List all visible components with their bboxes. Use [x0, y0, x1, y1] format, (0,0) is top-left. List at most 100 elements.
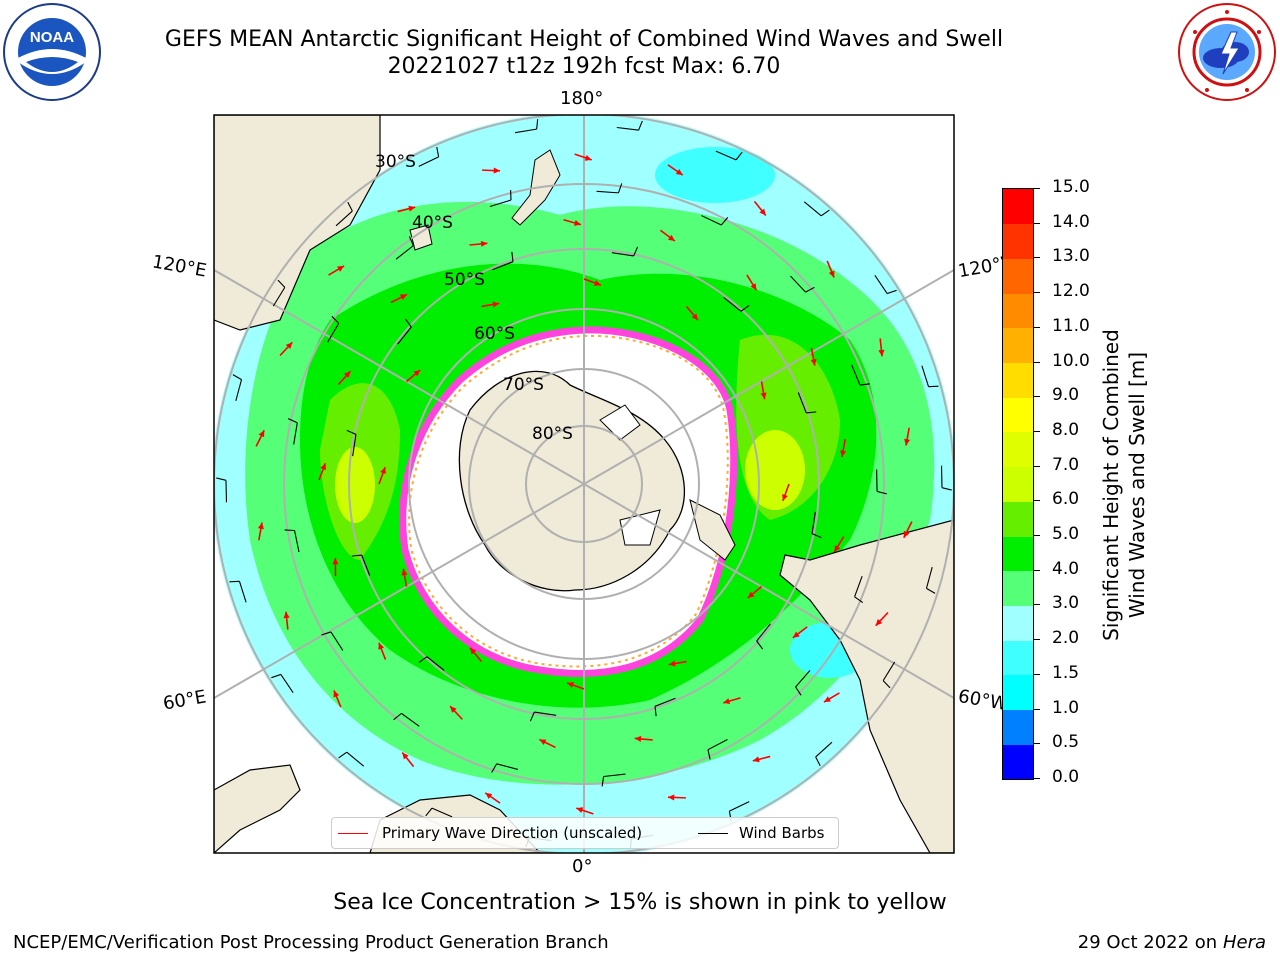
wind-barb-feather: [284, 529, 295, 532]
wave-arrow-head: [333, 690, 340, 698]
wind-barb-shaft: [352, 434, 357, 457]
wind-barbs: [216, 119, 952, 849]
colorbar-tick-label: 9.0: [1052, 385, 1080, 406]
colorbar-tick: [1034, 326, 1040, 328]
wind-barb-shaft: [654, 697, 676, 707]
wave-arrow-head: [759, 208, 766, 216]
wind-barb-shaft: [514, 128, 537, 134]
colorbar-segment: [1003, 189, 1033, 225]
colorbar-segment: [1003, 536, 1033, 572]
wind-barb-feather: [795, 686, 802, 696]
colorbar-tick-label: 8.0: [1052, 419, 1080, 440]
wind-barb-feather: [617, 183, 623, 194]
wave-arrow-head: [320, 463, 327, 471]
wave-arrow-head: [878, 349, 885, 357]
wave-arrow-head: [810, 358, 817, 366]
colorbar-segment: [1003, 605, 1033, 641]
wind-barb-feather: [735, 151, 743, 161]
wave-arrow-head: [493, 167, 501, 174]
colorbar-segment: [1003, 431, 1033, 468]
colorbar-segment: [1003, 258, 1033, 294]
colorbar-segment: [1003, 223, 1033, 259]
map-legend: Primary Wave Direction (unscaled) Wind B…: [331, 817, 839, 849]
footer-credit: NCEP/EMC/Verification Post Processing Pr…: [13, 932, 609, 953]
wind-barb-feather: [408, 236, 414, 246]
colorbar-tick-label: 0.0: [1052, 767, 1080, 787]
wind-barb-feather: [805, 286, 815, 293]
lat-label-80s: 80°S: [532, 424, 573, 444]
wave-arrow-head: [332, 557, 339, 565]
nws-logo: [1178, 3, 1276, 101]
colorbar-tick: [1034, 778, 1040, 779]
colorbar-tick-label: 3.0: [1052, 593, 1080, 614]
wind-barb-feather: [638, 120, 643, 131]
wind-barb-feather: [425, 807, 433, 817]
colorbar: [1002, 188, 1034, 780]
meridian-120e: [214, 269, 585, 485]
wave-field-6m-west: [335, 447, 375, 523]
colorbar-segment: [1003, 674, 1033, 711]
wind-barb-shaft: [874, 274, 888, 294]
wave-arrow-head: [450, 706, 457, 713]
wave-arrow-head: [378, 642, 385, 650]
meridian-120w: [583, 269, 954, 485]
wind-barb-feather: [859, 383, 870, 386]
wave-direction-arrows: [255, 153, 913, 815]
wind-barb-feather: [491, 763, 498, 773]
wind-barb-shaft: [715, 150, 737, 161]
wind-barb-feather: [232, 374, 242, 381]
legend-wind-label: Wind Barbs: [739, 824, 825, 842]
wave-arrow-head: [283, 611, 290, 619]
wind-barb-feather: [806, 411, 817, 414]
wind-barb-shaft: [395, 245, 414, 260]
australia-landmass: [214, 115, 381, 331]
wind-barb-shaft: [811, 511, 816, 534]
graticule: [214, 115, 954, 853]
colorbar-tick: [1034, 743, 1040, 745]
wind-barb-shaft: [235, 379, 243, 401]
wind-barb-shaft: [803, 201, 822, 217]
lat-label-40s: 40°S: [412, 213, 453, 233]
wave-arrow-head: [875, 618, 883, 626]
wind-barb-shaft: [335, 210, 353, 227]
wind-barb-shaft: [496, 763, 519, 770]
wind-barb-shaft: [851, 364, 861, 386]
wind-barb-feather: [601, 776, 605, 787]
colorbar-title-line2: Wind Waves and Swell [m]: [1125, 351, 1149, 619]
wind-barb-shaft: [492, 261, 514, 271]
colorbar-tick-label: 15.0: [1052, 177, 1090, 197]
sea-ice-note: Sea Ice Concentration > 15% is shown in …: [333, 890, 947, 915]
wave-arrow-head: [576, 807, 584, 814]
lat-label-70s: 70°S: [503, 375, 544, 395]
wave-arrow-head: [469, 647, 477, 655]
wind-barb-shaft: [795, 670, 811, 688]
wind-barb-feather: [815, 756, 821, 767]
wave-arrow-head: [480, 240, 488, 247]
wave-arrow-head: [752, 756, 760, 763]
meridian-60w: [583, 483, 954, 699]
colorbar-tick: [1034, 430, 1040, 432]
sea-ice-edge: [408, 334, 729, 668]
legend-wave-label: Primary Wave Direction (unscaled): [382, 824, 643, 842]
lat-label-60s: 60°S: [474, 324, 515, 344]
wave-field-6m-east: [745, 430, 805, 510]
colorbar-segment: [1003, 501, 1033, 537]
wave-arrow-head: [667, 794, 675, 801]
wind-barb-feather: [720, 217, 729, 226]
wind-barb-shaft: [489, 199, 512, 208]
wind-barb-feather: [436, 146, 440, 157]
colorbar-segment: [1003, 466, 1033, 502]
colorbar-tick-label: 13.0: [1052, 246, 1090, 267]
colorbar-tick: [1034, 188, 1040, 189]
wind-barb-shaft: [611, 252, 634, 257]
wind-barb-shaft: [293, 422, 298, 445]
wind-barb-feather: [287, 418, 298, 424]
colorbar-tick-label: 10.0: [1052, 350, 1090, 371]
colorbar-segment: [1003, 570, 1033, 606]
colorbar-tick: [1034, 673, 1040, 675]
wind-barb-shaft: [603, 773, 626, 778]
chart-subtitle: 20221027 t12z 192h fcst Max: 6.70: [387, 54, 781, 79]
wave-arrow-head: [760, 392, 767, 400]
footer-date-text: 29 Oct 2022 on: [1077, 932, 1223, 953]
colorbar-segment: [1003, 362, 1033, 398]
